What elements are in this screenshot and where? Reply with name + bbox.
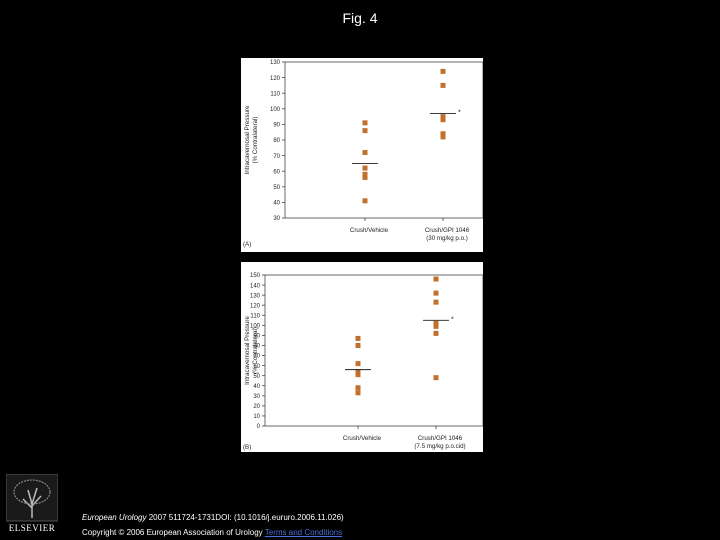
chart-b-ytick-label: 0: [257, 424, 261, 430]
copyright-line: Copyright © 2006 European Association of…: [82, 528, 342, 537]
chart-a-data-point: [440, 115, 446, 121]
chart-b-ylabel-line: (% Contralateral): [252, 327, 259, 374]
chart-a-data-point: [440, 134, 446, 140]
chart-a-ytick-label: 30: [273, 216, 280, 222]
journal-name: European Urology: [82, 513, 147, 522]
terms-link[interactable]: Terms and Conditions: [264, 528, 343, 537]
chart-a-ytick-label: 80: [273, 138, 280, 144]
chart-a-ylabel-line: (% Contralateral): [252, 117, 259, 164]
chart-b-panel-label: (B): [243, 444, 251, 451]
chart-b-data-point: [433, 375, 439, 381]
chart-b-ytick-label: 130: [250, 293, 261, 299]
chart-a-plot-frame: [284, 61, 483, 219]
chart-b-data-point: [433, 290, 439, 296]
chart-b-data-point: [433, 299, 439, 305]
chart-b-ytick-label: 60: [253, 364, 260, 370]
chart-a-ytick-label: 100: [270, 107, 281, 113]
chart-b-ytick-label: 120: [250, 303, 261, 309]
chart-b-ytick-label: 110: [250, 313, 260, 319]
chart-b-xtick-label: Crush/Vehicle: [343, 435, 382, 442]
chart-a-ytick-label: 40: [273, 201, 280, 207]
chart-b-svg: 0 10 20 30 40 50 60 70 80 90 100 110 120 130 140 150 Int…: [243, 273, 483, 451]
chart-b-ytick-label: 40: [253, 384, 260, 390]
chart-b-data-point: [355, 390, 361, 396]
chart-b-ytick-label: 50: [253, 374, 260, 380]
chart-a-data-point: [362, 120, 368, 126]
publisher-name: ELSEVIER: [9, 523, 56, 533]
chart-b-ytick-label: 150: [250, 273, 261, 279]
chart-b-plot-frame: [264, 274, 483, 427]
chart-a-panel-label: (A): [243, 241, 251, 248]
chart-b-ytick-label: 140: [250, 283, 261, 289]
chart-b-ytick-label: 20: [253, 404, 260, 410]
chart-b-ytick-label: 70: [253, 354, 260, 360]
chart-b-ytick-label: 90: [253, 334, 260, 340]
chart-a-ytick-label: 120: [270, 76, 281, 82]
chart-b-data-point: [355, 361, 361, 367]
citation-line: European Urology 2007 511724-1731DOI: (1…: [82, 513, 344, 522]
chart-b-ytick-label: 80: [253, 344, 260, 350]
chart-a-data-point: [362, 149, 368, 155]
chart-b-data-point: [433, 330, 439, 336]
citation-text: 2007 511724-1731DOI: (10.1016/j.eururo.2…: [148, 513, 344, 522]
chart-a-data-point: [440, 68, 446, 74]
chart-b-data-point: [433, 320, 439, 326]
chart-b-ylabel: Intracavernosal Pressure(% Contralateral…: [244, 316, 259, 385]
chart-b-ytick-label: 100: [250, 324, 261, 330]
chart-a-xtick-label: Crush/GPI 1046: [425, 227, 470, 234]
chart-b-significance-marker: *: [451, 316, 454, 323]
chart-b-data-point: [355, 369, 361, 375]
chart-b-ylabel-line: Intracavernosal Pressure: [244, 316, 251, 385]
chart-b-xtick-label: (7.5 mg/kg p.o.cid): [414, 443, 465, 450]
chart-a-data-point: [362, 198, 368, 204]
chart-b-ytick-label: 30: [253, 394, 260, 400]
chart-a-data-point: [440, 82, 446, 88]
chart-a-data-point: [362, 165, 368, 171]
chart-b-xtick-label: Crush/GPI 1046: [418, 435, 463, 442]
copyright-text: Copyright © 2006 European Association of…: [82, 528, 263, 537]
chart-a-data-point: [362, 174, 368, 180]
chart-a-xtick-label: Crush/Vehicle: [350, 227, 389, 234]
chart-a-data-point: [440, 131, 446, 137]
chart-a-data-point: [362, 128, 368, 134]
chart-b-data-point: [355, 342, 361, 348]
chart-a-ytick-label: 130: [270, 60, 281, 66]
chart-a-xtick-label: (30 mg/kg p.o.): [426, 235, 468, 242]
chart-a-data-point: [362, 171, 368, 177]
chart-b-data-point: [355, 385, 361, 391]
chart-a-ytick-label: 110: [270, 91, 280, 97]
chart-a-ytick-label: 60: [273, 169, 280, 175]
chart-a-ylabel: Intracavernosal Pressure(% Contralateral…: [244, 105, 259, 174]
chart-a-ytick-label: 90: [273, 123, 280, 129]
chart-b-ytick-label: 10: [253, 414, 260, 420]
chart-a-svg: 30 40 50 60 70 80 90 100 110 120 130 Intracavernosa…: [243, 60, 483, 248]
chart-b-data-point: [355, 335, 361, 341]
chart-a-ytick-label: 70: [273, 154, 280, 160]
chart-panel-a: 30 40 50 60 70 80 90 100 110 120 130 Intracavernosa…: [241, 58, 483, 252]
chart-panel-b: 0 10 20 30 40 50 60 70 80 90 100 110 120 130 140 150 Int…: [241, 262, 483, 452]
chart-b-data-point: [433, 276, 439, 282]
chart-a-significance-marker: *: [458, 109, 461, 116]
figure-title: Fig. 4: [342, 10, 378, 26]
chart-b-data-point: [433, 323, 439, 329]
elsevier-logo: ELSEVIER: [5, 473, 59, 534]
chart-b-data-point: [355, 372, 361, 378]
chart-a-ylabel-line: Intracavernosal Pressure: [244, 105, 251, 174]
chart-a-ytick-label: 50: [273, 185, 280, 191]
